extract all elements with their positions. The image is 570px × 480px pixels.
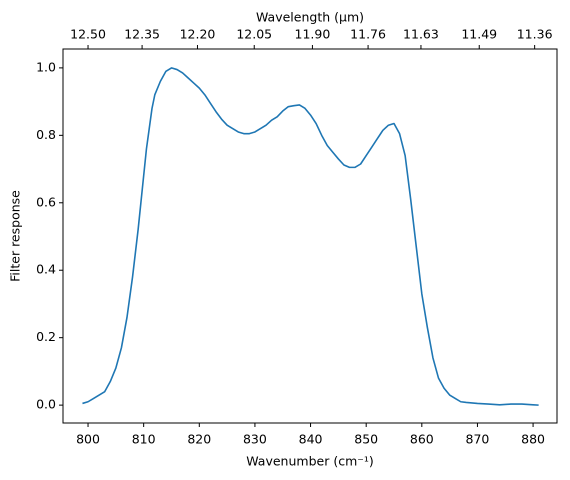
y-tick-label: 0.4 [36, 262, 56, 277]
x2-tick-label: 11.63 [403, 27, 439, 42]
plot-frame [62, 48, 558, 424]
x2-tick-label: 12.50 [70, 27, 106, 42]
x2-tick-label: 11.76 [350, 27, 386, 42]
x-tick-label: 870 [466, 432, 490, 447]
x-tick-label: 860 [410, 432, 434, 447]
x-tick-label: 810 [132, 432, 156, 447]
x2-tick-label: 11.36 [517, 27, 553, 42]
x-tick-label: 820 [187, 432, 211, 447]
y-axis-label: Filter response [8, 190, 23, 282]
data-line [82, 67, 539, 406]
y-tick-label: 1.0 [36, 59, 56, 74]
x2-tick-label: 12.05 [236, 27, 272, 42]
y-tick-label: 0.8 [36, 127, 56, 142]
y-tick-label: 0.6 [36, 194, 56, 209]
y-tick-label: 0.2 [36, 329, 56, 344]
x-axis-label: Wavenumber (cm⁻¹) [246, 454, 373, 469]
x2-tick-label: 12.20 [180, 27, 216, 42]
x2-tick-label: 11.49 [461, 27, 497, 42]
x2-tick-label: 12.35 [124, 27, 160, 42]
x-tick-label: 830 [243, 432, 267, 447]
y-tick-label: 0.0 [36, 397, 56, 412]
x2-axis-label: Wavelength (μm) [256, 10, 364, 25]
x-tick-label: 850 [354, 432, 378, 447]
x-tick-label: 800 [76, 432, 100, 447]
x-tick-label: 880 [521, 432, 545, 447]
x-tick-label: 840 [299, 432, 323, 447]
x2-tick-label: 11.90 [295, 27, 331, 42]
